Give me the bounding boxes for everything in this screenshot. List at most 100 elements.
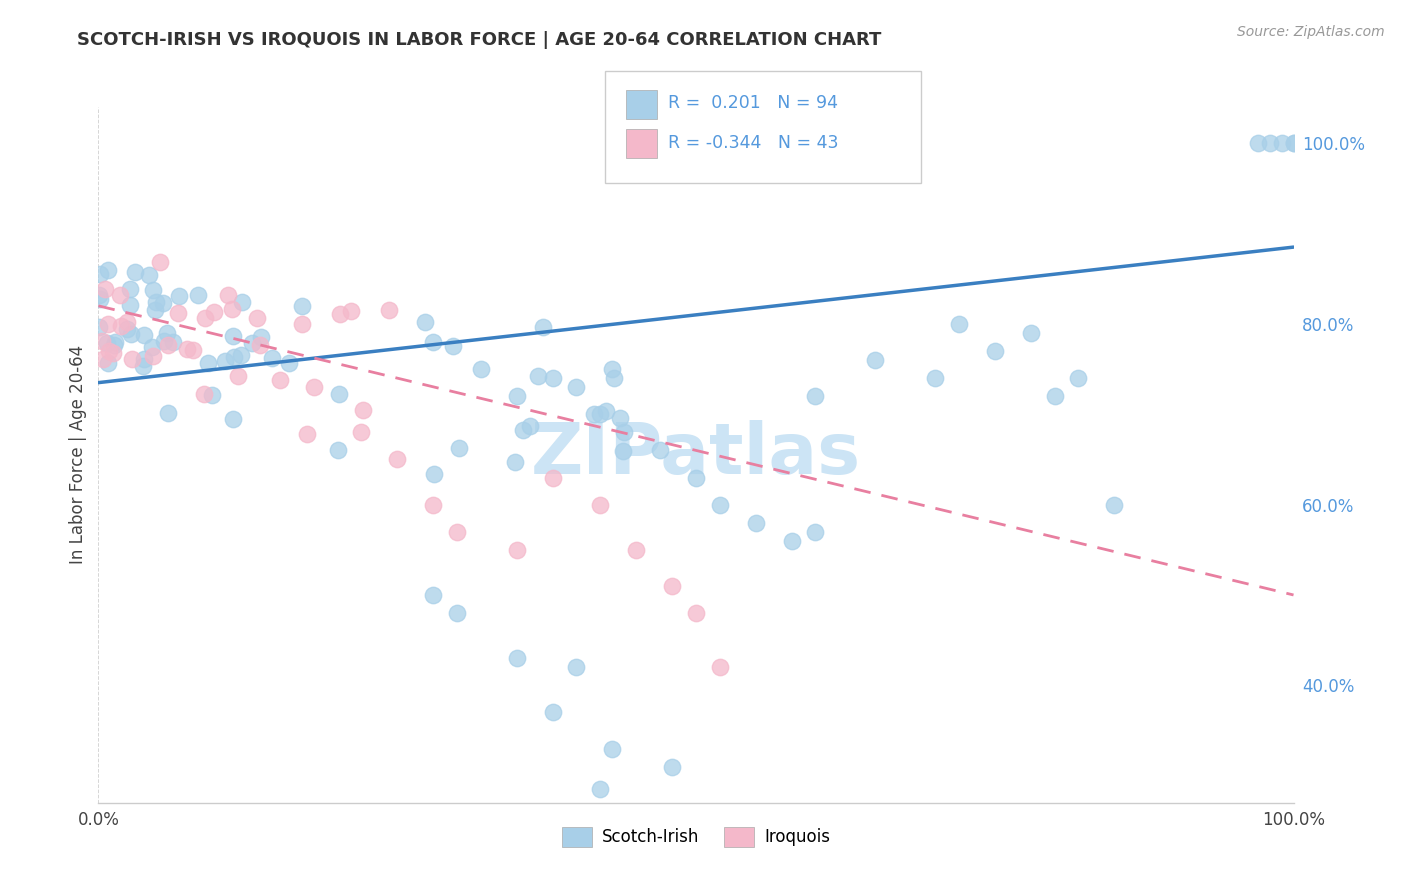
Scotch-Irish: [278, 356, 301, 370]
Iroquois: [193, 387, 215, 401]
Scotch-Irish: [609, 411, 631, 425]
Scotch-Irish: [197, 356, 219, 370]
Iroquois: [446, 524, 468, 539]
Iroquois: [291, 317, 314, 331]
Scotch-Irish: [1247, 136, 1270, 151]
Scotch-Irish: [124, 265, 146, 279]
Iroquois: [141, 349, 163, 363]
Iroquois: [350, 425, 373, 440]
Iroquois: [685, 606, 707, 620]
Scotch-Irish: [685, 470, 707, 484]
Scotch-Irish: [1258, 136, 1281, 151]
Iroquois: [661, 579, 683, 593]
Scotch-Irish: [152, 296, 174, 310]
Scotch-Irish: [156, 326, 179, 340]
Iroquois: [181, 343, 204, 357]
Scotch-Irish: [328, 387, 350, 401]
Scotch-Irish: [131, 359, 153, 373]
Scotch-Irish: [222, 412, 245, 426]
Iroquois: [422, 498, 444, 512]
Scotch-Irish: [134, 327, 156, 342]
Iroquois: [626, 542, 648, 557]
Scotch-Irish: [447, 442, 470, 456]
Scotch-Irish: [613, 425, 636, 440]
Scotch-Irish: [1043, 389, 1066, 403]
Iroquois: [249, 338, 271, 352]
Scotch-Irish: [602, 741, 624, 756]
Iroquois: [221, 302, 243, 317]
Iroquois: [97, 343, 120, 358]
Text: Source: ZipAtlas.com: Source: ZipAtlas.com: [1237, 25, 1385, 39]
Scotch-Irish: [187, 288, 209, 302]
Scotch-Irish: [1282, 136, 1305, 151]
Scotch-Irish: [506, 651, 529, 665]
Scotch-Irish: [1104, 498, 1126, 512]
Scotch-Irish: [441, 339, 464, 353]
Text: R =  0.201   N = 94: R = 0.201 N = 94: [668, 95, 838, 112]
Scotch-Irish: [526, 369, 548, 384]
Scotch-Irish: [948, 317, 970, 331]
Iroquois: [506, 542, 529, 557]
Text: R = -0.344   N = 43: R = -0.344 N = 43: [668, 134, 838, 152]
Scotch-Irish: [224, 350, 246, 364]
Scotch-Irish: [519, 419, 541, 434]
Scotch-Irish: [531, 319, 554, 334]
Scotch-Irish: [162, 334, 184, 349]
Text: ZIPatlas: ZIPatlas: [531, 420, 860, 490]
Scotch-Irish: [541, 371, 564, 385]
Scotch-Irish: [118, 282, 141, 296]
Iroquois: [176, 343, 198, 357]
Scotch-Irish: [924, 371, 946, 385]
Scotch-Irish: [103, 337, 125, 351]
Scotch-Irish: [661, 759, 683, 773]
Iroquois: [269, 373, 291, 387]
Iroquois: [110, 318, 132, 333]
Y-axis label: In Labor Force | Age 20-64: In Labor Force | Age 20-64: [69, 345, 87, 565]
Scotch-Irish: [413, 315, 436, 329]
Scotch-Irish: [446, 606, 468, 620]
Scotch-Irish: [1067, 371, 1090, 385]
Iroquois: [121, 352, 143, 367]
Scotch-Irish: [328, 442, 350, 457]
Iroquois: [352, 403, 374, 417]
Scotch-Irish: [231, 348, 253, 362]
Scotch-Irish: [97, 356, 120, 370]
Legend: Scotch-Irish, Iroquois: Scotch-Irish, Iroquois: [555, 820, 837, 854]
Iroquois: [228, 368, 250, 383]
Iroquois: [302, 380, 325, 394]
Iroquois: [385, 452, 409, 467]
Scotch-Irish: [745, 516, 768, 530]
Scotch-Irish: [138, 268, 160, 282]
Iroquois: [108, 288, 131, 302]
Scotch-Irish: [141, 340, 163, 354]
Scotch-Irish: [142, 283, 165, 297]
Scotch-Irish: [87, 288, 110, 302]
Iroquois: [340, 303, 363, 318]
Scotch-Irish: [167, 288, 190, 302]
Scotch-Irish: [143, 303, 166, 318]
Scotch-Irish: [470, 362, 492, 376]
Scotch-Irish: [804, 389, 827, 403]
Iroquois: [329, 307, 352, 321]
Scotch-Irish: [222, 329, 245, 343]
Scotch-Irish: [582, 407, 605, 421]
Scotch-Irish: [104, 334, 127, 349]
Text: SCOTCH-IRISH VS IROQUOIS IN LABOR FORCE | AGE 20-64 CORRELATION CHART: SCOTCH-IRISH VS IROQUOIS IN LABOR FORCE …: [77, 31, 882, 49]
Iroquois: [217, 288, 239, 302]
Iroquois: [541, 470, 564, 484]
Scotch-Irish: [120, 298, 142, 312]
Scotch-Irish: [89, 292, 111, 306]
Scotch-Irish: [984, 344, 1007, 359]
Iroquois: [157, 338, 180, 352]
Scotch-Irish: [506, 389, 529, 403]
Scotch-Irish: [1282, 136, 1305, 151]
Scotch-Irish: [780, 533, 803, 548]
Scotch-Irish: [589, 782, 612, 797]
Iroquois: [96, 317, 118, 331]
Scotch-Irish: [96, 335, 118, 350]
Scotch-Irish: [117, 322, 139, 336]
Iroquois: [202, 305, 225, 319]
Scotch-Irish: [541, 706, 564, 720]
Iroquois: [115, 314, 138, 328]
Scotch-Irish: [1271, 136, 1294, 151]
